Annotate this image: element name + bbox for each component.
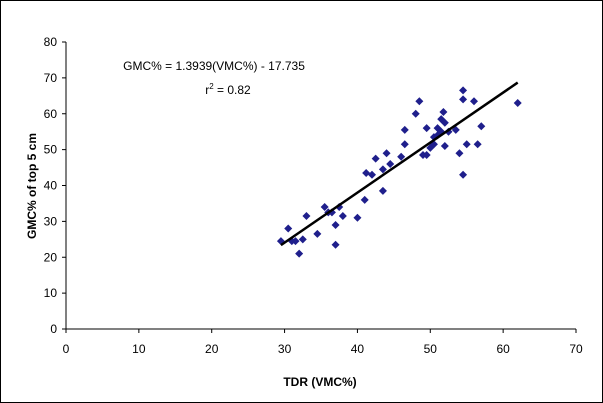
- data-point: [513, 98, 522, 107]
- data-point: [411, 109, 420, 118]
- data-point: [378, 165, 387, 174]
- trendline-group: [280, 81, 519, 247]
- r-squared-label: r2 = 0.82: [205, 82, 251, 97]
- trendline: [280, 81, 519, 247]
- x-tick-label: 50: [424, 342, 438, 356]
- data-point: [462, 140, 471, 149]
- data-point: [371, 154, 380, 163]
- data-point: [368, 170, 376, 179]
- data-point: [422, 124, 431, 133]
- data-point: [360, 195, 369, 204]
- x-tick-label: 70: [569, 342, 583, 356]
- axes: 0 10 20 30 40 50 60 70 80 0 10 20 30 40 50 60 70: [44, 35, 583, 356]
- data-point: [439, 107, 448, 116]
- data-point: [386, 159, 395, 168]
- y-tick-label: 10: [44, 286, 58, 300]
- data-point: [455, 149, 464, 158]
- y-axis-title: GMC% of top 5 cm: [25, 133, 39, 239]
- data-point: [291, 237, 300, 246]
- y-tick-label: 30: [44, 214, 58, 228]
- data-point: [353, 213, 362, 222]
- data-point: [440, 142, 449, 151]
- y-tick-label: 40: [44, 179, 58, 193]
- data-point: [473, 140, 482, 149]
- y-tick-label: 60: [44, 107, 58, 121]
- data-point: [415, 97, 424, 106]
- data-point: [313, 229, 322, 238]
- data-point: [295, 249, 304, 258]
- data-point: [302, 211, 311, 220]
- data-point: [284, 224, 293, 233]
- x-axis-title: TDR (VMC%): [283, 375, 356, 389]
- data-point: [400, 125, 409, 134]
- data-point: [477, 122, 486, 131]
- data-point: [378, 186, 387, 195]
- data-point: [440, 118, 449, 127]
- data-point: [459, 170, 468, 179]
- data-point: [298, 235, 307, 244]
- data-point: [459, 95, 468, 104]
- data-point: [320, 203, 329, 212]
- y-tick-label: 0: [50, 322, 57, 336]
- data-point: [331, 240, 340, 249]
- y-tick-label: 80: [44, 35, 58, 49]
- x-tick-label: 20: [205, 342, 219, 356]
- data-points: [276, 86, 522, 258]
- data-point: [397, 152, 406, 161]
- y-tick-label: 20: [44, 250, 58, 264]
- data-point: [422, 151, 431, 160]
- data-point: [362, 168, 371, 177]
- x-tick-label: 0: [63, 342, 70, 356]
- x-tick-label: 10: [132, 342, 146, 356]
- data-point: [331, 220, 340, 229]
- y-tick-label: 70: [44, 71, 58, 85]
- data-point: [470, 97, 478, 106]
- data-point: [459, 86, 468, 95]
- data-point: [400, 140, 409, 149]
- x-tick-label: 40: [351, 342, 365, 356]
- data-point: [382, 149, 391, 158]
- y-tick-label: 50: [44, 143, 58, 157]
- x-tick-label: 30: [278, 342, 292, 356]
- data-point: [338, 211, 347, 220]
- trendline-equation: GMC% = 1.3939(VMC%) - 17.735: [123, 59, 305, 73]
- x-tick-label: 60: [496, 342, 510, 356]
